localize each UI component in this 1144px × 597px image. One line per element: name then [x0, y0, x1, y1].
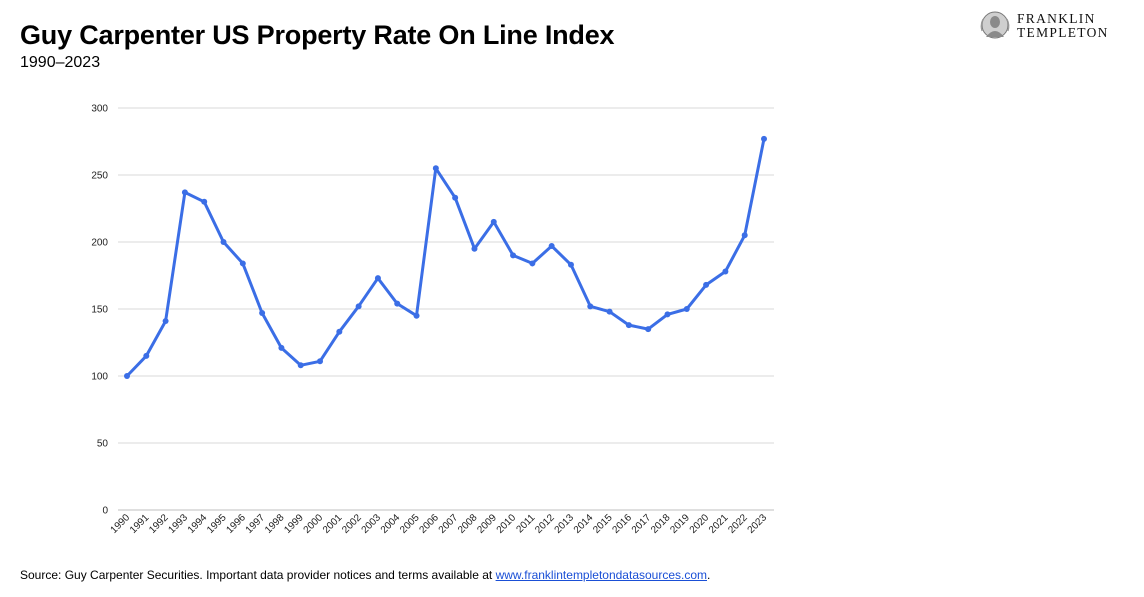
x-tick-label: 2000	[302, 512, 326, 536]
portrait-seal-icon	[980, 11, 1010, 39]
x-tick-label: 1990	[109, 512, 133, 536]
source-link[interactable]: www.franklintempletondatasources.com	[495, 568, 708, 582]
data-point	[587, 303, 594, 310]
data-point	[336, 328, 343, 335]
x-tick-label: 1993	[167, 512, 191, 536]
data-point	[181, 189, 188, 196]
y-tick-label: 200	[91, 238, 108, 249]
data-point	[278, 344, 285, 351]
data-point	[741, 232, 748, 239]
x-axis-ticks: 1990199119921993199419951996199719981999…	[109, 512, 770, 536]
data-point	[683, 306, 690, 312]
logo-word-franklin: FRANKLIN	[1017, 11, 1096, 26]
y-tick-label: 300	[91, 104, 108, 115]
x-tick-label: 1991	[128, 512, 152, 536]
x-tick-label: 2005	[398, 512, 422, 536]
x-tick-label: 2023	[746, 512, 770, 536]
data-point	[567, 261, 574, 268]
logo-word-templeton: TEMPLETON	[1017, 25, 1109, 40]
data-point	[239, 260, 246, 267]
data-point	[162, 318, 169, 325]
chart-subtitle: 1990–2023	[20, 54, 101, 71]
x-tick-label: 2019	[668, 512, 692, 536]
data-point	[259, 310, 266, 317]
data-point	[297, 362, 304, 369]
data-point	[664, 311, 671, 318]
source-note: Source: Guy Carpenter Securities. Import…	[20, 568, 710, 582]
x-tick-label: 2006	[417, 512, 441, 536]
data-point	[529, 260, 536, 267]
y-tick-label: 250	[91, 171, 108, 182]
gridlines	[118, 107, 774, 511]
x-tick-label: 2013	[553, 512, 577, 536]
y-tick-label: 50	[97, 439, 109, 450]
x-tick-label: 2002	[340, 512, 364, 536]
data-point	[722, 268, 729, 275]
x-tick-label: 1998	[263, 512, 287, 536]
data-point	[452, 194, 459, 201]
x-tick-label: 2015	[591, 512, 615, 536]
data-point	[645, 326, 652, 333]
data-point	[432, 165, 439, 172]
x-tick-label: 2007	[437, 512, 461, 536]
data-point	[761, 135, 767, 142]
chart-title: Guy Carpenter US Property Rate On Line I…	[20, 20, 615, 50]
x-tick-label: 1997	[244, 512, 268, 536]
x-tick-label: 2021	[707, 512, 731, 536]
data-point	[394, 300, 401, 307]
data-point	[510, 252, 517, 259]
x-tick-label: 1992	[147, 512, 171, 536]
series-points	[124, 135, 767, 379]
data-point	[355, 303, 362, 310]
y-tick-label: 150	[91, 305, 108, 316]
franklin-templeton-logo: FRANKLIN TEMPLETON	[980, 11, 1120, 41]
y-axis-ticks: 0 50 100 150 200 250 300	[91, 104, 108, 517]
x-tick-label: 2014	[572, 512, 596, 536]
y-tick-label: 100	[91, 372, 108, 383]
x-tick-label: 2012	[533, 512, 557, 536]
x-tick-label: 2020	[688, 512, 712, 536]
x-tick-label: 1999	[282, 512, 306, 536]
series-line	[125, 137, 766, 378]
y-tick-label: 0	[102, 506, 108, 517]
x-tick-label: 2018	[649, 512, 673, 536]
series-line-layer	[125, 137, 766, 378]
source-text: Source: Guy Carpenter Securities. Import…	[20, 568, 496, 582]
x-tick-label: 2008	[456, 512, 480, 536]
x-tick-label: 1996	[224, 512, 248, 536]
x-tick-label: 2010	[495, 512, 519, 536]
data-point	[317, 358, 324, 365]
x-tick-label: 2004	[379, 512, 403, 536]
data-point	[548, 243, 555, 250]
x-tick-label: 2017	[630, 512, 654, 536]
x-tick-label: 2011	[514, 512, 537, 535]
data-point	[201, 198, 208, 205]
data-point	[490, 218, 497, 225]
x-tick-label: 1994	[186, 512, 210, 536]
x-tick-label: 2003	[360, 512, 384, 536]
x-tick-label: 2009	[475, 512, 499, 536]
data-point	[124, 373, 130, 379]
x-tick-label: 1995	[205, 512, 229, 536]
x-tick-label: 2001	[321, 512, 345, 536]
data-point	[220, 239, 227, 245]
data-point	[703, 281, 710, 288]
data-point	[143, 352, 150, 359]
x-tick-label: 2022	[726, 512, 750, 536]
data-point	[606, 308, 613, 315]
source-suffix: .	[707, 568, 711, 582]
data-point	[413, 312, 420, 319]
data-point	[374, 275, 381, 282]
data-point	[471, 245, 478, 252]
x-tick-label: 2016	[610, 512, 634, 536]
data-point	[625, 322, 632, 329]
